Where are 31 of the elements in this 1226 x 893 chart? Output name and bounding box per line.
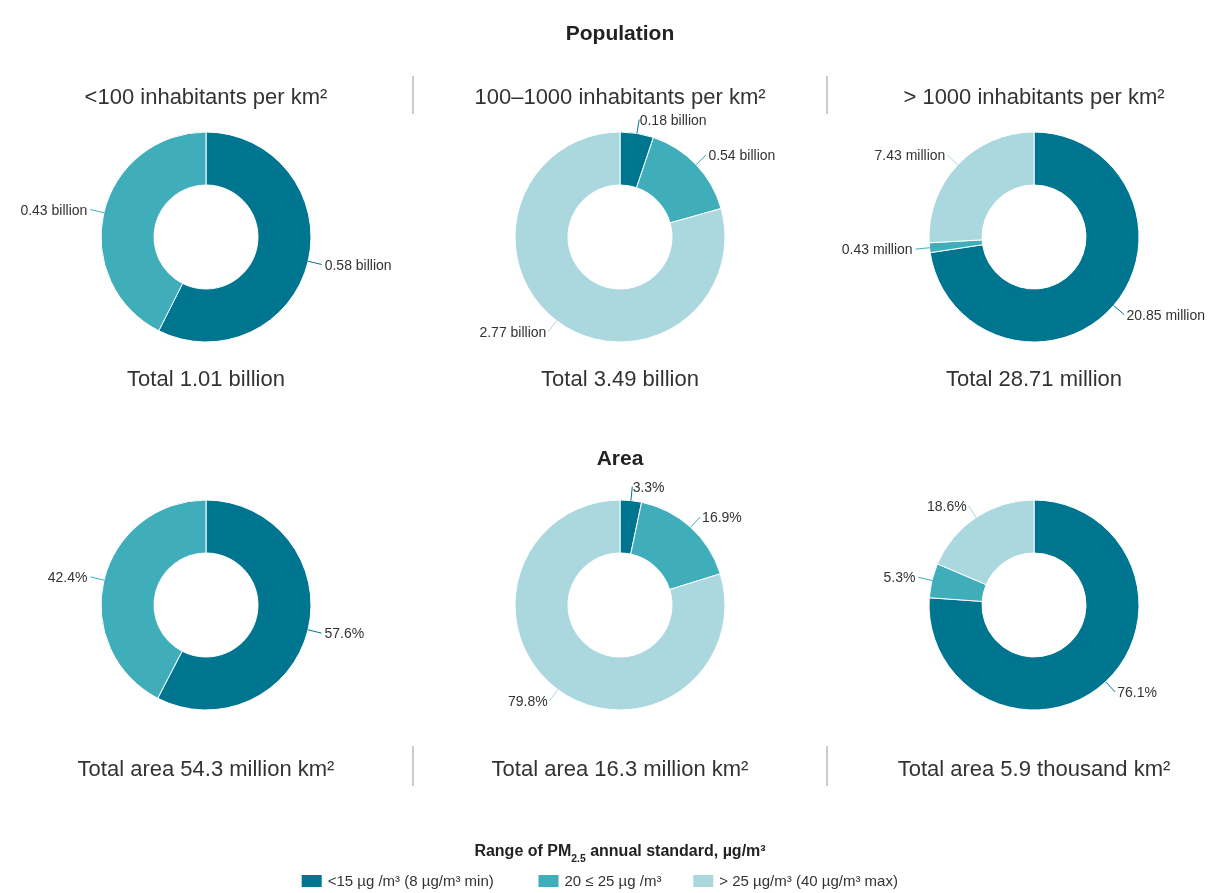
data-label: 0.43 billion [20,201,88,218]
text: Total 1.01 billion [127,366,285,391]
data-label: 0.18 billion [639,111,707,128]
data-label: 76.1% [1117,684,1157,700]
chart-title: > 1000 inhabitants per km² [903,84,1165,109]
data-label: 16.9% [702,508,742,525]
legend-label: <15 µg /m³ (8 µg/m³ min) [327,872,494,889]
data-label: 0.58 billion [324,256,392,273]
chart-title: <100 inhabitants per km² [84,84,328,109]
legend-label: > 25 µg/m³ (40 µg/m³ max) [719,872,898,889]
data-label: 18.6% [927,497,967,514]
data-label: 42.4% [47,568,88,585]
text: Total area 16.3 million km² [491,756,749,781]
data-label: 79.8% [507,692,548,709]
data-label: 0.54 billion [708,146,776,163]
text: Total area 54.3 million km² [77,756,335,781]
text: Total 28.71 million [945,366,1123,391]
data-label: 7.43 million [874,147,946,164]
data-label: 2.77 billion [479,323,547,340]
data-label: 5.3% [883,569,916,586]
chart-title: 100–1000 inhabitants per km² [474,84,766,109]
text: Total 3.49 billion [541,366,699,391]
data-label: 57.6% [324,625,365,642]
data-label: 3.3% [632,478,665,495]
legend-label: 20 ≤ 25 µg /m³ [564,872,662,889]
text: Population [565,21,675,44]
legend-title: Range of PM$_{2.5}$ annual standard, µg/m³ [474,842,766,864]
text: Total area 5.9 thousand km² [897,756,1171,781]
text: Area [596,446,644,469]
data-label: 20.85 million [1126,306,1206,323]
data-label: 0.43 million [841,241,913,258]
